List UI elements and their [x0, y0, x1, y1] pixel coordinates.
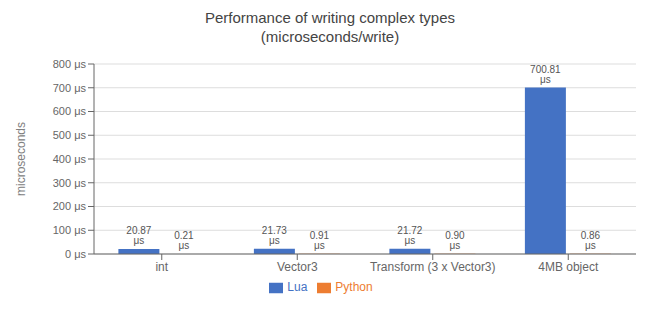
- svg-text:20.87μs: 20.87μs: [126, 225, 151, 246]
- svg-text:0.86μs: 0.86μs: [581, 230, 601, 251]
- svg-text:100 μs: 100 μs: [53, 224, 87, 236]
- svg-text:microseconds: microseconds: [14, 122, 28, 196]
- svg-text:400 μs: 400 μs: [53, 153, 87, 165]
- svg-text:int: int: [155, 260, 168, 274]
- svg-text:200 μs: 200 μs: [53, 200, 87, 212]
- svg-text:0.21μs: 0.21μs: [174, 230, 194, 251]
- svg-text:500 μs: 500 μs: [53, 129, 87, 141]
- svg-text:600 μs: 600 μs: [53, 105, 87, 117]
- html-text:Performance of writing complex: Performance of writing complex types (mi…: [204, 9, 455, 45]
- svg-text:4MB object: 4MB object: [538, 260, 599, 274]
- svg-text:0 μs: 0 μs: [65, 248, 87, 260]
- svg-text:700 μs: 700 μs: [53, 82, 87, 94]
- svg-text:800 μs: 800 μs: [53, 58, 87, 70]
- svg-text:0.91μs: 0.91μs: [310, 230, 330, 251]
- svg-text:0.90μs: 0.90μs: [445, 230, 465, 251]
- html-text:Python: Python: [335, 280, 373, 294]
- svg-text:21.73μs: 21.73μs: [262, 225, 287, 246]
- html-text:Lua: Lua: [287, 280, 308, 294]
- svg-text:Transform (3 x Vector3): Transform (3 x Vector3): [370, 260, 496, 274]
- svg-text:Vector3: Vector3: [277, 260, 318, 274]
- svg-text:700.81μs: 700.81μs: [530, 64, 561, 85]
- svg-text:300 μs: 300 μs: [53, 177, 87, 189]
- svg-text:21.72μs: 21.72μs: [397, 225, 422, 246]
